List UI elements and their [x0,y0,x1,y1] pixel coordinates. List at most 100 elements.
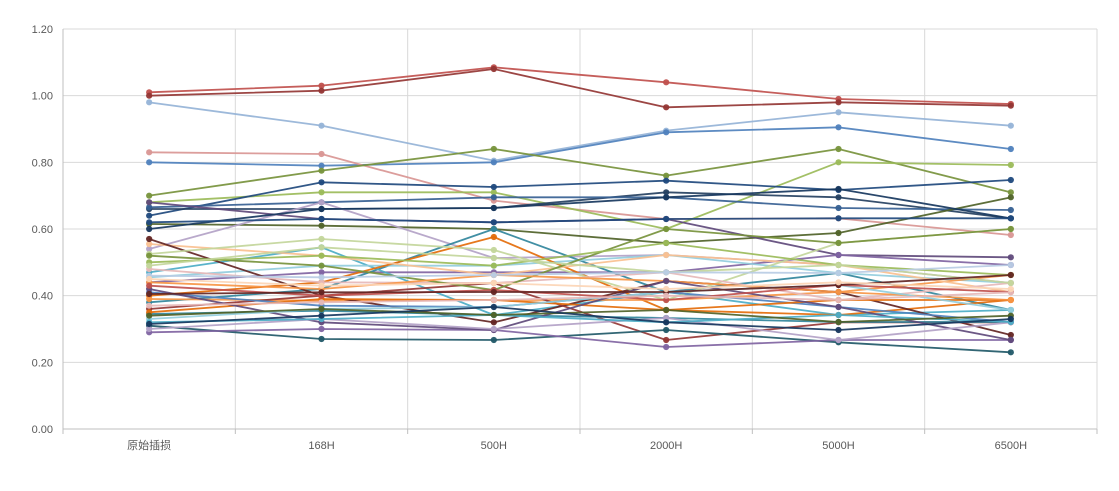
data-point [835,269,842,277]
data-point [146,302,153,309]
series-line [149,242,1011,276]
series-line [149,284,1011,301]
data-point [490,225,497,233]
data-point [146,240,153,248]
data-point [663,326,670,334]
series-line [148,179,1011,217]
data-point [318,162,325,169]
series-line [149,101,1011,162]
data-point [1007,336,1014,344]
data-point [318,199,325,206]
data-point [146,92,153,99]
x-axis-tick-label: 5000H [822,440,854,452]
data-point [835,251,842,259]
data-point [663,251,670,259]
data-point [835,185,842,193]
data-point [146,225,153,233]
data-point [835,311,842,319]
data-point [835,279,842,286]
data-point [835,109,842,116]
data-point [318,282,325,289]
data-point [318,299,325,306]
series-line [149,148,1012,197]
series-line [149,254,1011,284]
series-line [149,324,1011,354]
data-point [663,269,670,276]
data-point [835,296,842,304]
data-point [1007,231,1014,239]
data-point [663,189,670,196]
data-point [835,229,842,237]
series-line [149,68,1011,109]
data-point [1007,102,1014,109]
series-line [149,228,1011,291]
data-point [835,303,842,311]
data-point [490,204,497,212]
data-point [1007,161,1014,169]
data-point [663,285,670,293]
data-point [1007,315,1014,323]
data-point [146,290,153,298]
data-point [146,252,153,259]
data-point [663,314,670,322]
series-line [149,314,1011,324]
data-point [1007,215,1014,222]
data-point [835,159,842,166]
y-axis-tick-label: 0.80 [32,157,53,169]
data-point [835,215,842,222]
data-point [663,129,670,136]
data-point [318,325,325,333]
data-point [835,124,842,131]
data-point [146,159,153,166]
data-point [490,194,497,201]
data-point [835,336,842,344]
data-point [663,104,670,111]
data-point [1007,254,1014,261]
data-point [835,261,842,269]
series-line [149,328,1011,348]
data-point [835,204,842,212]
data-point [663,177,670,184]
x-axis-tick-label: 168H [308,440,334,452]
data-point [146,325,153,333]
data-point [1007,306,1014,314]
data-point [146,235,153,243]
y-axis-tick-label: 0.00 [32,424,53,436]
data-point [663,277,670,285]
data-point [146,192,153,199]
data-point [663,239,670,247]
data-point [490,254,497,262]
data-point [1007,176,1014,184]
series-line [149,161,1011,230]
series-line [149,191,1011,220]
data-point [835,145,842,153]
data-point [1007,296,1014,304]
data-point [835,194,842,201]
data-point [318,269,325,276]
data-point [1007,122,1014,129]
data-point [663,172,670,179]
data-point [663,215,670,223]
series-line [149,246,1011,316]
data-point [318,274,325,281]
data-point [490,145,497,153]
data-point [490,279,497,287]
data-point [318,222,325,229]
data-point [490,233,497,241]
data-point [663,306,670,314]
data-point [318,205,325,213]
data-point [490,296,497,304]
data-point [318,305,325,313]
x-axis-tick-label: 原始插损 [127,438,171,452]
data-point [663,336,670,344]
data-point [663,194,670,201]
series-line [149,274,1011,301]
data-point [490,159,497,166]
data-point [1007,189,1014,196]
data-point [318,252,325,259]
x-axis-tick-label: 2000H [650,440,682,452]
data-point [1007,285,1014,293]
data-point [318,87,325,94]
